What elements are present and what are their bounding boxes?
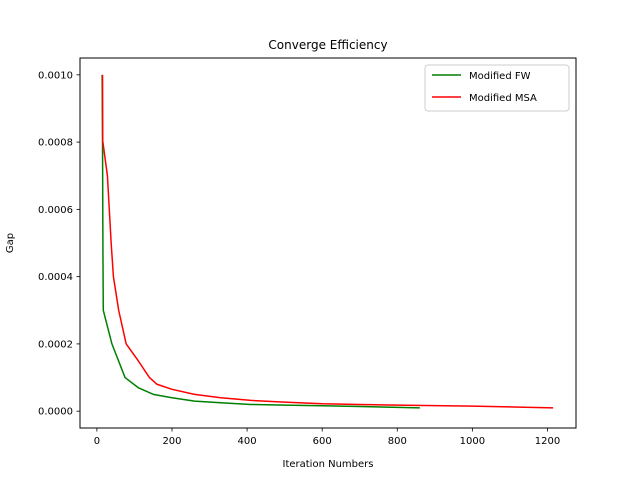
series-line-modified-fw: [101, 74, 420, 409]
chart-title: Converge Efficiency: [268, 38, 387, 52]
legend: Modified FW Modified MSA: [424, 64, 570, 112]
x-axis-label: Iteration Numbers: [283, 459, 374, 470]
x-tick-label: 1200: [535, 436, 560, 447]
x-tick-label: 800: [388, 436, 407, 447]
series-line-modified-msa: [101, 74, 554, 409]
y-tick-label: 0.0002: [38, 339, 73, 350]
y-axis-label: Gap: [5, 233, 16, 253]
series-layer: [101, 74, 554, 409]
x-tick-label: 1000: [460, 436, 485, 447]
x-axis: 0 200 400 600 800 1000 1200: [94, 428, 560, 447]
x-tick-label: 400: [238, 436, 257, 447]
x-tick-label: 600: [313, 436, 332, 447]
y-tick-label: 0.0008: [38, 138, 73, 149]
x-tick-label: 200: [162, 436, 181, 447]
y-tick-label: 0.0004: [38, 272, 73, 283]
y-tick-label: 0.0006: [38, 205, 73, 216]
y-axis: 0.0000 0.0002 0.0004 0.0006 0.0008 0.0010: [38, 70, 80, 418]
legend-label-modified-msa: Modified MSA: [469, 93, 537, 104]
plot-area-frame: [79, 57, 577, 429]
legend-label-modified-fw: Modified FW: [469, 71, 531, 82]
legend-frame: [424, 64, 570, 112]
y-tick-label: 0.0000: [38, 407, 73, 418]
y-tick-label: 0.0010: [38, 70, 73, 81]
x-tick-label: 0: [94, 436, 100, 447]
